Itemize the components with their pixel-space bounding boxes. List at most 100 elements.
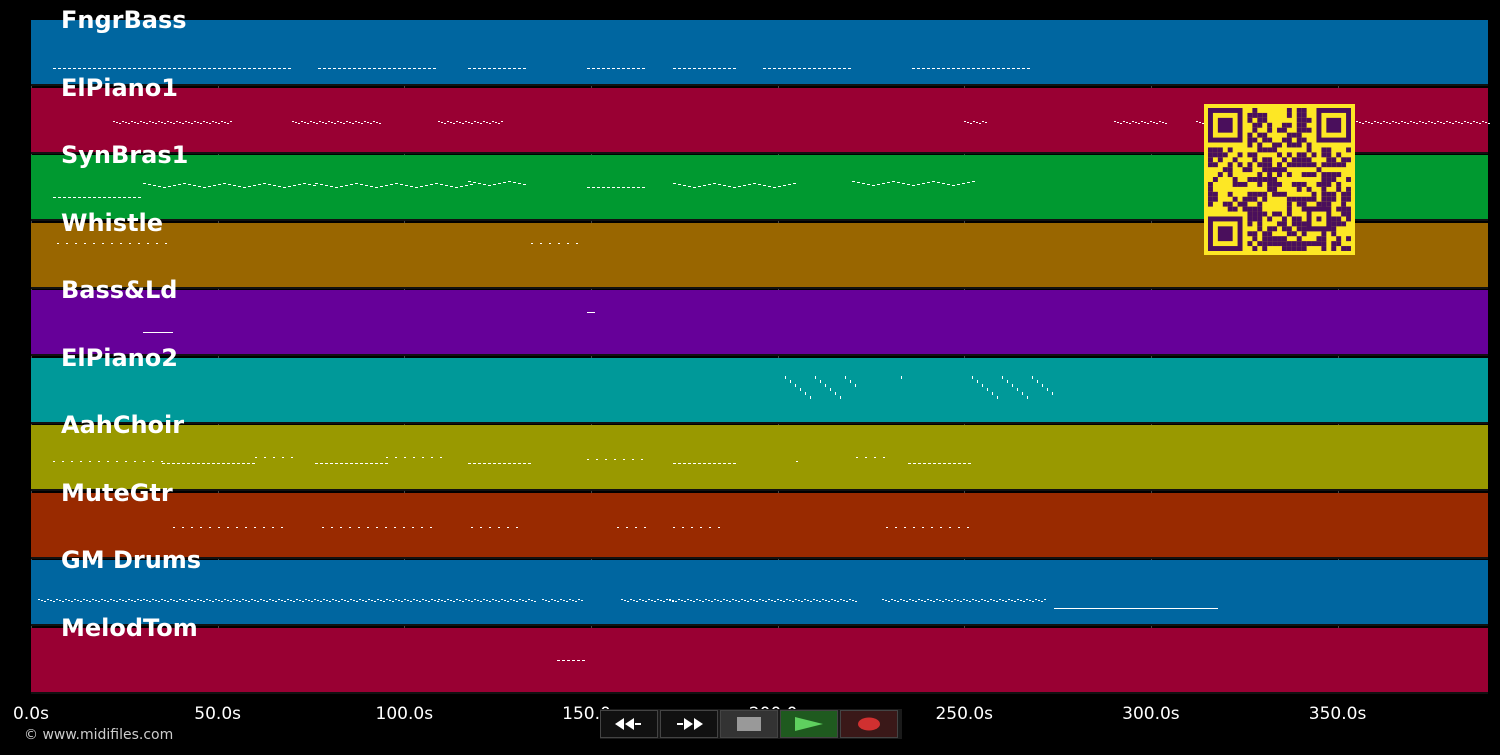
note-event bbox=[673, 183, 677, 184]
note-event bbox=[747, 601, 750, 602]
note-event bbox=[340, 599, 343, 600]
note-event bbox=[440, 121, 443, 123]
note-event bbox=[659, 600, 662, 601]
note-event bbox=[349, 599, 352, 600]
note-event bbox=[325, 122, 328, 124]
note-event bbox=[963, 599, 966, 600]
note-event bbox=[1425, 122, 1428, 124]
note-event bbox=[500, 599, 503, 600]
note-event bbox=[1149, 120, 1152, 122]
note-event bbox=[762, 600, 765, 601]
gridline bbox=[31, 20, 32, 694]
note-event bbox=[154, 600, 157, 601]
note-event bbox=[1161, 121, 1164, 123]
note-event bbox=[850, 379, 852, 383]
note-event bbox=[178, 599, 181, 600]
track-name: ElPiano2 bbox=[61, 343, 178, 372]
note-event bbox=[439, 457, 442, 458]
note-event bbox=[172, 526, 175, 528]
note-event bbox=[807, 600, 810, 601]
note-event bbox=[467, 121, 470, 123]
track-name: MelodTom bbox=[61, 613, 198, 642]
note-event bbox=[991, 68, 995, 69]
note-event bbox=[212, 185, 216, 186]
note-event bbox=[359, 184, 363, 185]
note-event bbox=[209, 122, 212, 124]
track-lane[interactable]: ElPiano2 bbox=[31, 346, 1488, 424]
track-lane[interactable]: AahChoir bbox=[31, 413, 1488, 491]
note-event bbox=[183, 68, 187, 69]
track-lane[interactable]: Bass&Ld bbox=[31, 278, 1488, 356]
note-event bbox=[379, 186, 383, 187]
note-event bbox=[316, 122, 319, 124]
note-event bbox=[780, 600, 783, 601]
note-event bbox=[1476, 121, 1479, 123]
note-event bbox=[137, 599, 140, 600]
note-event bbox=[797, 68, 801, 69]
note-event bbox=[205, 599, 208, 600]
note-event bbox=[153, 68, 157, 69]
note-event bbox=[93, 197, 97, 198]
note-event bbox=[939, 600, 942, 601]
note-event bbox=[232, 185, 236, 186]
note-event bbox=[374, 463, 378, 464]
record-button[interactable] bbox=[840, 710, 898, 738]
note-event bbox=[620, 599, 623, 600]
track-lane[interactable]: MuteGtr bbox=[31, 481, 1488, 559]
note-event bbox=[108, 68, 112, 69]
note-event bbox=[344, 463, 348, 464]
play-button[interactable] bbox=[780, 710, 838, 738]
note-event bbox=[1023, 601, 1026, 602]
note-event bbox=[80, 461, 83, 462]
note-event bbox=[549, 242, 552, 244]
note-event bbox=[470, 601, 473, 602]
note-event bbox=[455, 120, 458, 122]
note-event bbox=[343, 122, 346, 124]
note-event bbox=[1467, 121, 1470, 123]
note-event bbox=[923, 463, 927, 464]
note-event bbox=[98, 197, 102, 198]
note-event bbox=[993, 600, 996, 601]
note-event bbox=[449, 186, 453, 187]
note-event bbox=[1398, 122, 1401, 124]
note-event bbox=[931, 68, 935, 69]
track-lane[interactable]: GM Drums bbox=[31, 548, 1488, 626]
note-event bbox=[137, 122, 140, 124]
note-event bbox=[1428, 120, 1431, 122]
note-event bbox=[491, 120, 494, 122]
rewind-icon bbox=[615, 718, 641, 730]
note-event bbox=[175, 601, 178, 602]
note-event bbox=[1006, 68, 1010, 69]
note-event bbox=[708, 184, 712, 185]
note-event bbox=[230, 120, 233, 122]
note-event bbox=[933, 601, 936, 602]
note-event bbox=[982, 120, 985, 122]
track-lane[interactable]: MelodTom bbox=[31, 616, 1488, 694]
note-event bbox=[412, 526, 415, 528]
note-event bbox=[507, 181, 511, 182]
note-event bbox=[398, 68, 402, 69]
tick-label: 100.0s bbox=[375, 704, 434, 724]
note-event bbox=[289, 600, 292, 601]
note-event bbox=[957, 600, 960, 601]
track-lane[interactable]: FngrBass bbox=[31, 8, 1488, 86]
note-event bbox=[202, 601, 205, 602]
note-event bbox=[700, 526, 703, 528]
note-event bbox=[78, 68, 82, 69]
note-event bbox=[376, 121, 379, 123]
note-event bbox=[89, 601, 92, 602]
stop-button[interactable] bbox=[720, 710, 778, 738]
note-event bbox=[373, 601, 376, 602]
note-event bbox=[698, 463, 702, 464]
note-event bbox=[915, 601, 918, 602]
note-event bbox=[723, 185, 727, 186]
note-event bbox=[181, 463, 185, 464]
note-event bbox=[208, 600, 211, 601]
note-event bbox=[423, 68, 427, 69]
note-event bbox=[810, 601, 813, 602]
note-event bbox=[947, 184, 951, 185]
note-event bbox=[1152, 121, 1155, 123]
fast-forward-button[interactable] bbox=[660, 710, 718, 738]
rewind-button[interactable] bbox=[600, 710, 658, 738]
note-event bbox=[978, 601, 981, 602]
